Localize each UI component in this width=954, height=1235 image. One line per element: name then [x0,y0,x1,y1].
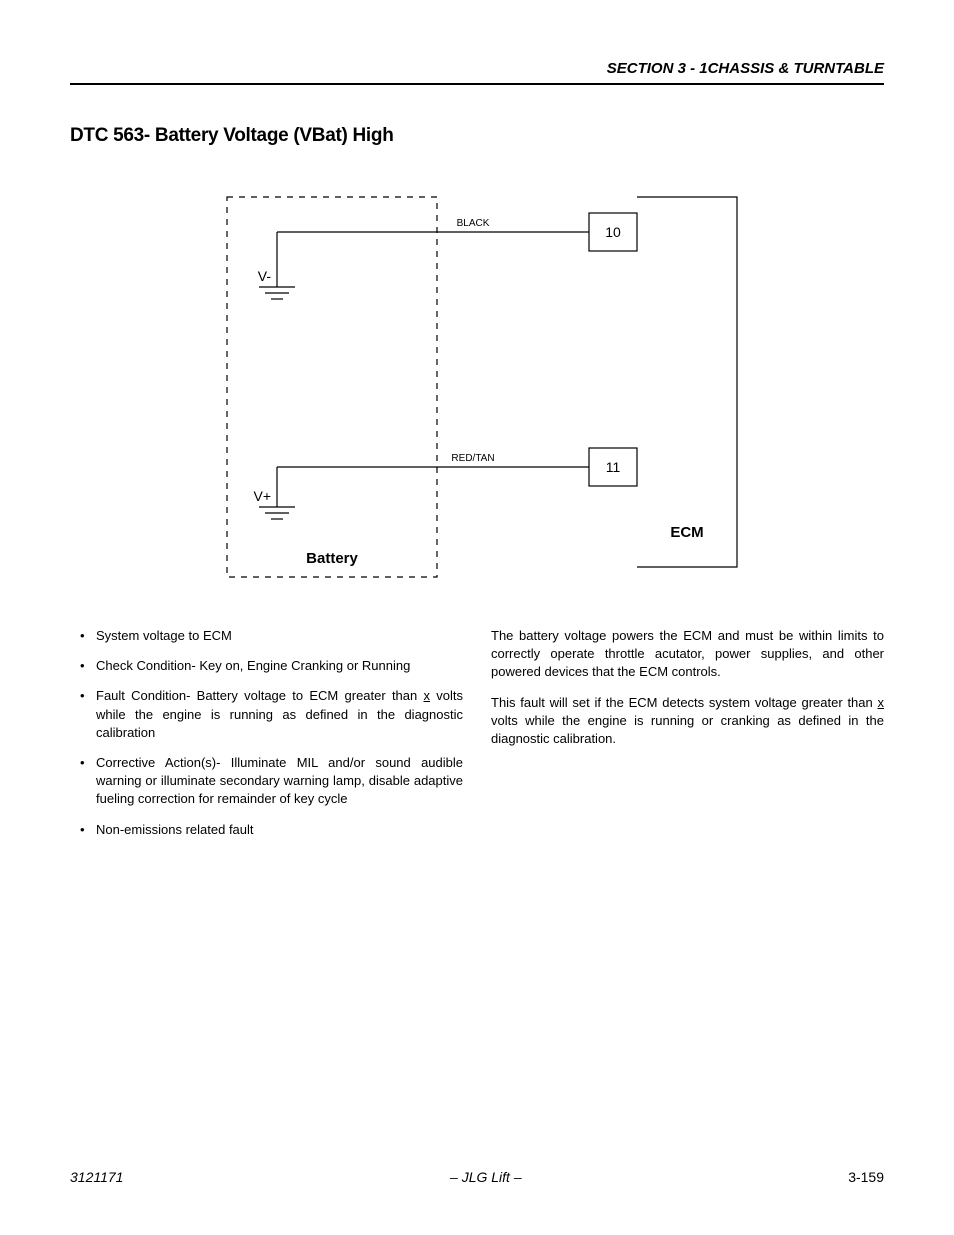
paragraph: This fault will set if the ECM detects s… [491,694,884,749]
bullet-item: Non-emissions related fault [86,821,463,839]
right-column: The battery voltage powers the ECM and m… [491,627,884,851]
footer-right: 3-159 [848,1169,884,1185]
svg-text:V-: V- [258,268,272,284]
svg-text:ECM: ECM [670,524,703,541]
footer-center: – JLG Lift – [450,1169,522,1185]
svg-text:Battery: Battery [306,550,358,567]
page-header: SECTION 3 - 1CHASSIS & TURNTABLE [70,60,884,85]
bullet-item: Corrective Action(s)- Illuminate MIL and… [86,754,463,809]
svg-text:10: 10 [605,224,621,240]
svg-text:11: 11 [606,459,621,475]
bullet-list: System voltage to ECM Check Condition- Ke… [70,627,463,839]
paragraph: The battery voltage powers the ECM and m… [491,627,884,682]
page-footer: 3121171 – JLG Lift – 3-159 [70,1169,884,1185]
page-title: DTC 563- Battery Voltage (VBat) High [70,125,884,147]
footer-left: 3121171 [70,1169,123,1185]
diagram-container: Battery ECM BLACK 10 V- RED/TAN 11 V+ [70,177,884,597]
bullet-item: System voltage to ECM [86,627,463,645]
svg-text:BLACK: BLACK [457,218,490,229]
section-label: SECTION 3 - 1CHASSIS & TURNTABLE [607,60,884,77]
bullet-item: Fault Condition- Battery voltage to ECM … [86,687,463,742]
wiring-diagram: Battery ECM BLACK 10 V- RED/TAN 11 V+ [207,177,747,597]
left-column: System voltage to ECM Check Condition- Ke… [70,627,463,851]
svg-text:RED/TAN: RED/TAN [451,453,494,464]
content-columns: System voltage to ECM Check Condition- Ke… [70,627,884,851]
svg-text:V+: V+ [253,488,271,504]
bullet-item: Check Condition- Key on, Engine Cranking… [86,657,463,675]
